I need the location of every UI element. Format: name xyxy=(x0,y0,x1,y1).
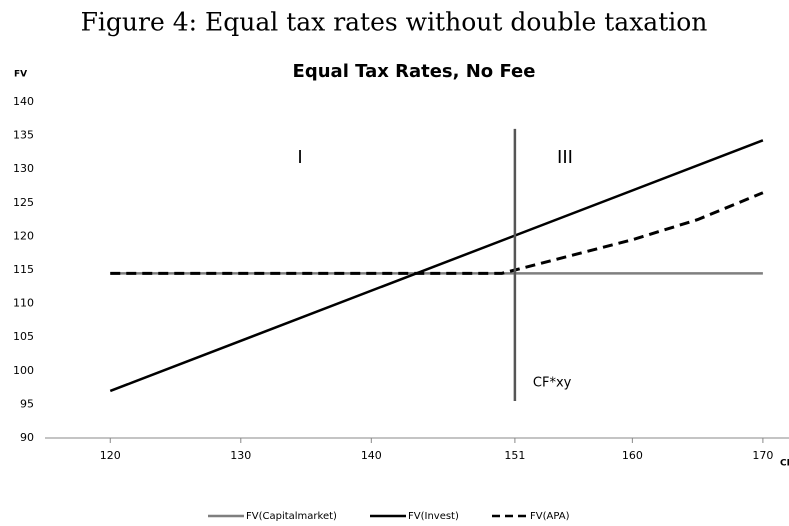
y-tick-label: 135 xyxy=(13,129,34,142)
y-tick-label: 105 xyxy=(13,330,34,343)
legend-label: FV(Capitalmarket) xyxy=(246,511,337,522)
y-tick-label: 95 xyxy=(20,397,34,410)
line-series xyxy=(109,139,764,393)
y-tick-label: 125 xyxy=(13,196,34,209)
y-tick-label: 100 xyxy=(13,364,34,377)
legend-label: FV(APA) xyxy=(530,511,570,522)
threshold-label: CF*xy xyxy=(533,376,572,391)
y-tick-label: 90 xyxy=(20,431,34,444)
x-tick-label: 160 xyxy=(622,449,643,462)
y-tick-label: 140 xyxy=(13,95,34,108)
y-tick-label: 120 xyxy=(13,229,34,242)
x-axis-label: CF xyxy=(780,459,789,469)
line-series xyxy=(110,191,764,275)
x-tick-label: 170 xyxy=(752,449,773,462)
y-tick-label: 110 xyxy=(13,297,34,310)
figure-caption: Figure 4: Equal tax rates without double… xyxy=(81,8,708,37)
y-tick-label: 115 xyxy=(13,263,34,276)
x-tick-label: 120 xyxy=(100,449,121,462)
y-tick-label: 130 xyxy=(13,162,34,175)
y-axis-label: FV xyxy=(14,70,27,80)
chart-title: Equal Tax Rates, No Fee xyxy=(293,61,536,82)
region-label: I xyxy=(297,147,302,168)
region-label: III xyxy=(557,147,573,168)
x-tick-label: 130 xyxy=(230,449,251,462)
x-tick-label: 140 xyxy=(361,449,382,462)
legend-label: FV(Invest) xyxy=(408,511,459,522)
x-tick-label: 151 xyxy=(504,449,525,462)
